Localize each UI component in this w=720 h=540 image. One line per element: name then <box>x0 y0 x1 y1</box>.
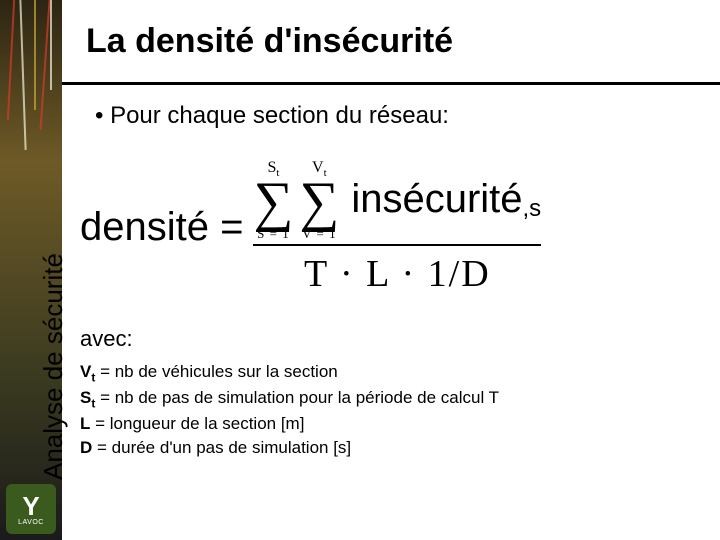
light-streak <box>39 0 50 130</box>
definition-item: L = longueur de la section [m] <box>80 412 710 436</box>
light-streak <box>7 0 15 120</box>
outer-sum: St ∑ S = 1 <box>253 160 293 240</box>
light-streak <box>50 0 52 90</box>
logo-glyph: Y <box>22 493 39 519</box>
page-title: La densité d'insécurité <box>86 22 453 61</box>
sum-lower-bound: V = 1 <box>302 227 337 240</box>
logo-badge: Y LAVOC <box>6 484 56 534</box>
numerator-term: insécurité,s <box>351 177 541 222</box>
with-label: avec: <box>80 326 710 352</box>
content-area: densité = St ∑ S = 1 Vt ∑ V = 1 <box>80 140 710 530</box>
formula-lhs: densité = <box>80 205 243 250</box>
light-streak <box>19 0 26 150</box>
sigma-icon: ∑ <box>299 179 339 227</box>
title-bar: La densité d'insécurité <box>62 0 720 85</box>
formula-numerator: St ∑ S = 1 Vt ∑ V = 1 insécurité,s <box>253 160 541 244</box>
logo-subtext: LAVOC <box>18 519 44 526</box>
sigma-icon: ∑ <box>253 179 293 227</box>
sum-lower-bound: S = 1 <box>257 227 290 240</box>
light-streak <box>34 0 36 110</box>
formula-denominator: T · L · 1/D <box>304 246 491 296</box>
density-formula: densité = St ∑ S = 1 Vt ∑ V = 1 <box>80 160 710 296</box>
formula-fraction: St ∑ S = 1 Vt ∑ V = 1 insécurité,s T · L <box>253 160 541 296</box>
definition-item: D = durée d'un pas de simulation [s] <box>80 436 710 460</box>
inner-sum: Vt ∑ V = 1 <box>299 160 339 240</box>
subheading: • Pour chaque section du réseau: <box>95 102 449 130</box>
definition-item: St = nb de pas de simulation pour la pér… <box>80 386 710 412</box>
sidebar-label: Analyse de sécurité <box>38 253 69 480</box>
definition-item: Vt = nb de véhicules sur la section <box>80 360 710 386</box>
definitions-list: Vt = nb de véhicules sur la section St =… <box>80 360 710 460</box>
